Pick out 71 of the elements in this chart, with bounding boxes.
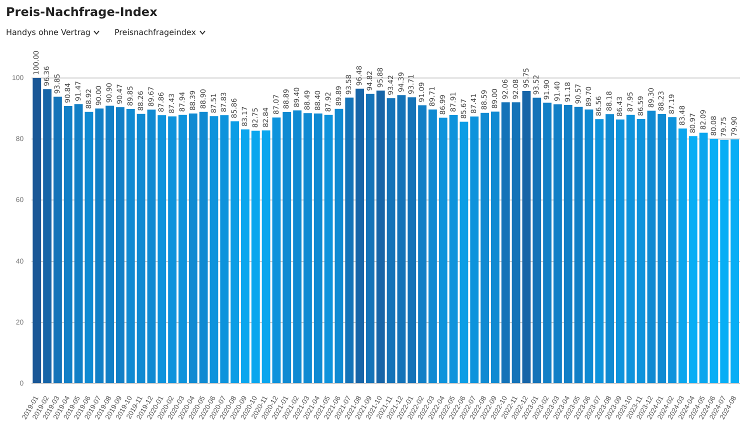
bar	[106, 106, 114, 384]
text: Handys ohne Vertrag	[6, 28, 90, 37]
bar	[418, 105, 427, 384]
bar	[688, 136, 698, 384]
bar	[210, 116, 218, 384]
bar	[626, 114, 635, 384]
bar	[334, 108, 344, 384]
bar	[480, 112, 489, 384]
bar	[658, 114, 666, 384]
bar	[491, 112, 500, 384]
bar	[532, 98, 542, 384]
bar	[136, 114, 146, 384]
bar	[168, 116, 177, 384]
bar	[345, 98, 354, 384]
bar	[293, 110, 302, 384]
bar	[428, 109, 437, 384]
bar	[366, 94, 374, 384]
bar	[262, 130, 270, 384]
chart-title: Preis-Nachfrage-Index	[6, 5, 158, 19]
bar	[449, 114, 458, 384]
text: Preisnachfrageindex	[114, 28, 196, 37]
bar	[543, 102, 552, 384]
bar	[251, 130, 260, 384]
bar	[314, 113, 322, 384]
bar	[554, 104, 562, 384]
bar	[647, 110, 656, 384]
bar	[147, 110, 156, 384]
bar	[595, 119, 604, 384]
bar	[522, 90, 531, 384]
bar	[564, 104, 572, 384]
bar	[199, 112, 208, 384]
bar	[178, 114, 187, 384]
bar	[512, 102, 520, 384]
bar	[699, 132, 708, 384]
bar	[668, 117, 676, 384]
bar	[616, 119, 624, 384]
bar	[324, 114, 333, 384]
bar	[282, 112, 292, 384]
bar	[84, 112, 94, 384]
bar	[74, 104, 83, 384]
bar	[460, 122, 468, 384]
bar	[438, 118, 448, 384]
bar	[95, 108, 104, 384]
bar	[584, 109, 594, 384]
bar	[241, 129, 250, 384]
bar	[32, 78, 42, 384]
bar	[376, 90, 385, 384]
bar	[606, 114, 614, 384]
bar	[158, 115, 166, 384]
bar	[730, 139, 739, 384]
bar	[470, 116, 479, 384]
bar	[356, 88, 364, 384]
bar	[116, 107, 124, 384]
bar	[397, 95, 406, 384]
bar	[230, 121, 240, 384]
bar	[574, 106, 583, 384]
bar	[678, 128, 687, 384]
bar	[220, 115, 229, 384]
bar	[720, 140, 729, 384]
bar	[710, 138, 718, 384]
bar	[636, 118, 646, 384]
bar	[54, 96, 62, 384]
bar	[188, 113, 198, 384]
bar	[408, 97, 416, 384]
bar	[126, 109, 135, 384]
bar	[304, 113, 312, 384]
bar	[501, 102, 510, 384]
bar	[386, 98, 396, 384]
bar	[272, 118, 281, 384]
bar	[43, 89, 52, 384]
bar	[64, 106, 72, 384]
